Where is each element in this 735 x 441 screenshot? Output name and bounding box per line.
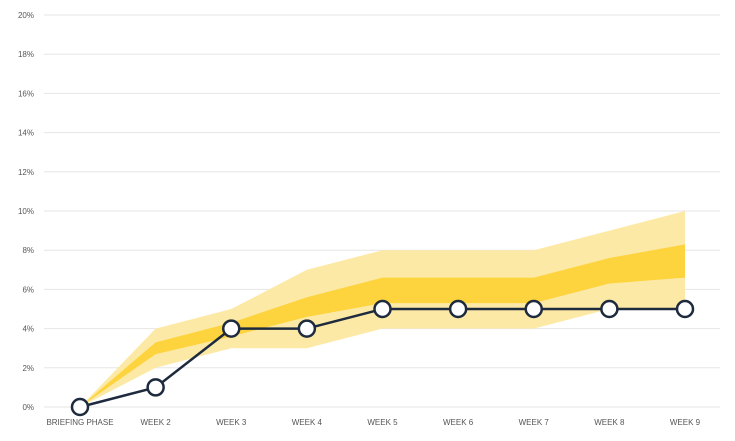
x-tick-label: WEEK 9 xyxy=(670,418,701,427)
inner-range-band xyxy=(80,244,685,407)
y-tick-label: 2% xyxy=(22,364,34,373)
x-tick-label: WEEK 6 xyxy=(443,418,474,427)
data-point xyxy=(448,299,468,319)
x-axis-tick-labels: BRIEFING PHASE WEEK 2 WEEK 3 WEEK 4 WEEK 5 WE… xyxy=(46,418,700,427)
series-points xyxy=(70,299,695,417)
x-tick-label: WEEK 7 xyxy=(519,418,550,427)
x-tick-label: WEEK 8 xyxy=(594,418,625,427)
x-tick-label: BRIEFING PHASE xyxy=(46,418,113,427)
y-tick-label: 10% xyxy=(18,207,34,216)
data-point xyxy=(297,319,317,338)
y-tick-label: 12% xyxy=(18,168,34,177)
y-tick-label: 18% xyxy=(18,50,34,59)
data-point xyxy=(524,299,543,319)
x-tick-label: WEEK 4 xyxy=(292,418,323,427)
data-point xyxy=(70,397,90,417)
data-point xyxy=(146,378,165,397)
y-tick-label: 14% xyxy=(18,129,34,138)
y-tick-label: 16% xyxy=(18,89,34,98)
x-tick-label: WEEK 5 xyxy=(367,418,398,427)
data-point xyxy=(373,299,392,319)
y-tick-label: 0% xyxy=(22,403,34,412)
y-tick-label: 4% xyxy=(22,325,34,334)
y-axis-tick-labels: 0% 2% 4% 6% 8% 10% 12% 14% 16% 18% 20% xyxy=(18,11,34,412)
data-point xyxy=(222,319,241,338)
x-tick-label: WEEK 3 xyxy=(216,418,247,427)
data-point xyxy=(675,299,695,319)
x-tick-label: WEEK 2 xyxy=(141,418,172,427)
y-tick-label: 8% xyxy=(22,246,34,255)
data-point xyxy=(600,299,619,319)
y-tick-label: 6% xyxy=(22,285,34,294)
y-tick-label: 20% xyxy=(18,11,34,20)
